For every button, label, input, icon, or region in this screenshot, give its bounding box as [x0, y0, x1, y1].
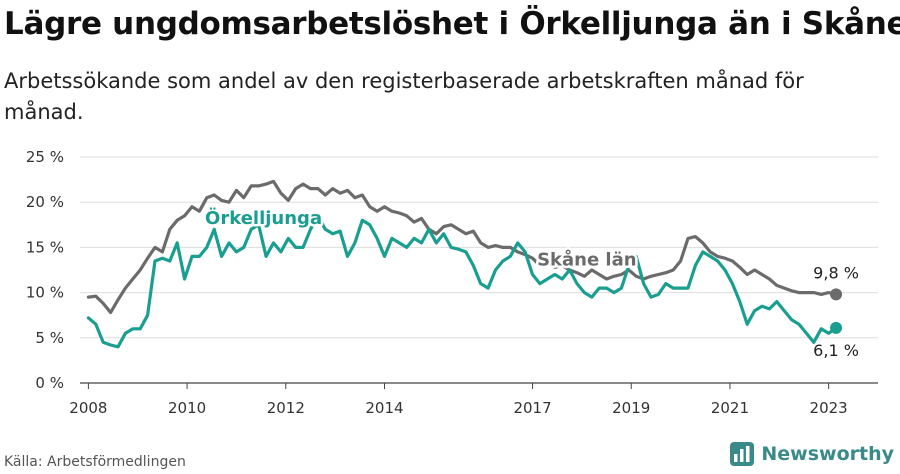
- y-tick-label: 10 %: [26, 284, 64, 302]
- skane-line: [86, 179, 838, 315]
- orkelljunga-line: [86, 214, 838, 349]
- x-tick-label: 2021: [711, 399, 749, 417]
- brand-logo[interactable]: Newsworthy: [730, 442, 894, 466]
- y-tick-label: 25 %: [26, 148, 64, 166]
- chart-title: Lägre ungdomsarbetslöshet i Örkelljunga …: [4, 6, 900, 42]
- x-tick-label: 2014: [365, 399, 403, 417]
- brand-name: Newsworthy: [761, 443, 894, 465]
- chart-subtitle: Arbetssökande som andel av den registerb…: [4, 69, 804, 124]
- skane-end-label: 9,8 %: [813, 263, 859, 282]
- y-tick-label: 0 %: [35, 374, 64, 392]
- bar-chart-icon: [730, 442, 755, 466]
- y-tick-label: 15 %: [26, 238, 64, 256]
- x-tick-label: 2010: [168, 399, 206, 417]
- x-tick-label: 2012: [267, 399, 305, 417]
- x-tick-label: 2017: [513, 399, 551, 417]
- orkelljunga-end-point: [830, 321, 843, 334]
- x-tick-label: 2023: [810, 399, 848, 417]
- orkelljunga-end-label: 6,1 %: [813, 341, 859, 360]
- x-tick-label: 2008: [69, 399, 107, 417]
- y-tick-label: 20 %: [26, 193, 64, 211]
- x-tick-label: 2019: [612, 399, 650, 417]
- orkelljunga-series-label: Örkelljunga: [205, 207, 322, 229]
- skane-end-point: [830, 288, 843, 301]
- y-tick-label: 5 %: [35, 329, 64, 347]
- skane-series-label: Skåne län: [537, 248, 637, 270]
- source-note: Källa: Arbetsförmedlingen: [4, 454, 186, 470]
